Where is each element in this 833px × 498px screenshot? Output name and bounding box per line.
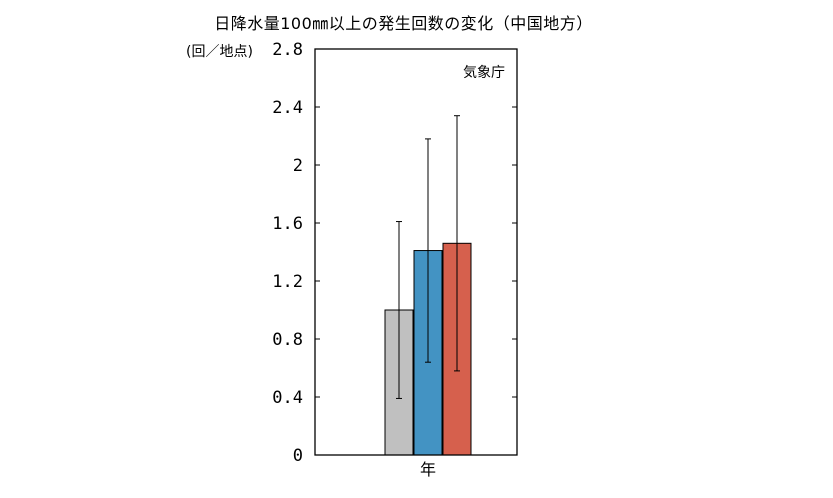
x-category-label: 年 bbox=[420, 460, 436, 479]
error-bars bbox=[396, 115, 460, 399]
y-tick-label: 0.4 bbox=[272, 388, 303, 408]
y-tick-label: 0 bbox=[293, 446, 303, 466]
y-tick-label: 2.4 bbox=[272, 98, 303, 118]
source-label: 気象庁 bbox=[463, 65, 505, 81]
y-axis-ticks: 0 0.4 0.8 1.2 1.6 2 2.4 2.8 bbox=[272, 40, 517, 466]
chart-title: 日降水量100㎜以上の発生回数の変化（中国地方） bbox=[214, 14, 593, 33]
y-tick-label: 2 bbox=[293, 156, 303, 176]
y-axis-unit-label: (回／地点) bbox=[186, 44, 253, 60]
plot-frame bbox=[314, 48, 518, 456]
y-tick-label: 1.2 bbox=[272, 272, 303, 292]
y-tick-label: 2.8 bbox=[272, 40, 303, 60]
bar-series bbox=[384, 242, 472, 456]
y-tick-label: 1.6 bbox=[272, 214, 303, 234]
y-tick-label: 0.8 bbox=[272, 330, 303, 350]
